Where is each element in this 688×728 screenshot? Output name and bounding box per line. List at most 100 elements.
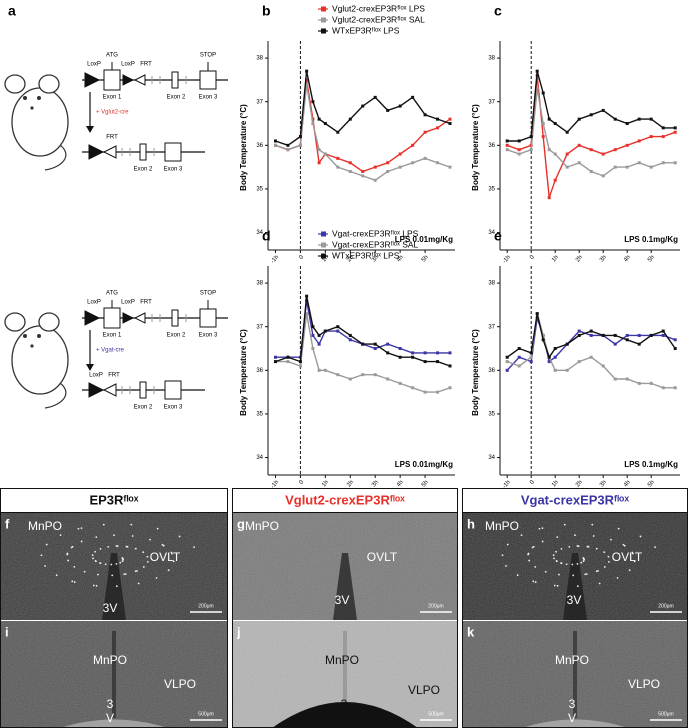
legend-swatch [321,242,326,248]
data-point [311,325,315,329]
data-point [565,165,569,169]
panel-letter: f [5,516,10,531]
cell [95,536,98,539]
data-point [448,364,452,368]
exon [171,309,179,327]
cell [146,555,149,558]
recombination-site [84,310,101,326]
data-point [311,333,315,337]
cell [97,573,99,576]
cell [155,577,158,579]
cell [553,584,556,587]
cell [598,582,601,585]
region-label: V [106,711,114,725]
y-axis-title: Body Temperature (°C) [239,329,248,416]
data-point [398,381,402,385]
label: STOP [200,53,216,59]
data-point [565,152,569,156]
data-point [613,377,617,381]
data-point [589,169,593,173]
data-point [423,156,427,160]
data-point [649,165,653,169]
data-point [298,360,302,364]
exon [199,308,217,328]
legend-label: Vglut2-crexEP3Rᶠˡᵒˣ LPS [332,3,425,13]
cell [119,561,122,564]
cell [571,563,574,566]
data-point [286,143,290,147]
data-point [286,360,290,364]
data-point [601,364,605,368]
data-point [673,386,677,390]
data-point [398,104,402,108]
label: Exon 2 [134,405,153,411]
cell [501,554,504,557]
cell [92,557,94,560]
mouse-nose [30,344,34,348]
region-label: 3V [103,601,118,615]
cell [538,527,541,530]
x-tick-label: 1h [321,479,330,488]
data-point [529,355,533,359]
data-point [661,386,665,390]
legend-label: Vgat-crexEP3Rᶠˡᵒˣ SAL [332,239,419,249]
data-point [625,338,629,342]
recombination-site [88,382,105,398]
data-point [323,122,327,126]
x-tick-label: 2h [346,479,355,488]
data-point [589,355,593,359]
data-point [547,360,551,364]
data-point [553,355,557,359]
cell [583,558,585,561]
data-point [317,117,321,121]
series-line [506,88,676,177]
y-tick-label: 36 [256,143,263,149]
x-tick-label: 1h [321,254,330,263]
recombination-site [122,74,135,86]
data-point [577,329,581,333]
data-point [398,152,402,156]
cell [595,547,598,550]
data-point [448,122,452,126]
cell [67,559,70,562]
panel-letter: k [467,624,475,639]
data-point [361,342,365,346]
cell [610,538,612,541]
cell [95,584,98,587]
ventricle [102,553,126,620]
recombination-site [102,383,117,397]
data-point [505,355,509,359]
legend-label: WTxEP3Rᶠˡᵒˣ LPS [332,250,400,260]
data-point [348,338,352,342]
y-tick-label: 34 [488,230,495,236]
data-point [601,152,605,156]
data-point [386,351,390,355]
y-tick-label: 38 [256,281,263,287]
data-point [305,294,309,298]
label: FRT [108,373,120,379]
y-tick-label: 37 [256,99,263,105]
cell [102,523,105,526]
data-point [311,347,315,351]
data-point [398,165,402,169]
cell [134,570,137,573]
data-point [673,347,677,351]
data-point [553,152,557,156]
data-point [625,165,629,169]
cell [91,554,94,557]
y-tick-label: 35 [488,187,495,193]
mouse-eye [37,334,41,338]
data-point [386,108,390,112]
x-tick-label: 4h [396,479,405,488]
data-point [517,152,521,156]
data-point [298,135,302,139]
cell [555,550,558,553]
data-point [553,347,557,351]
region-label: 3 [341,697,348,711]
annotation: LPS 0.01mg/Kg [395,460,453,469]
arrow-head [86,126,94,133]
data-point [436,351,440,355]
data-point [386,342,390,346]
label: ATG [106,291,118,297]
